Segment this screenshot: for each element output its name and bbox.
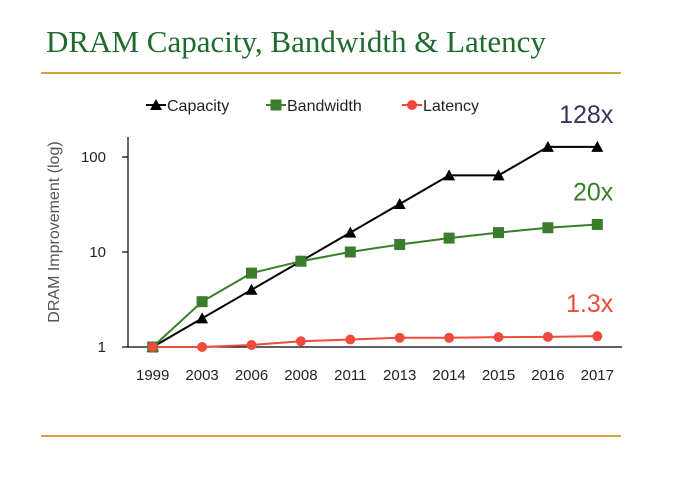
x-tick-label: 2003 bbox=[185, 367, 218, 384]
series-lines bbox=[146, 140, 604, 353]
x-tick-label: 2013 bbox=[383, 367, 416, 384]
legend-marker-latency bbox=[407, 100, 417, 110]
legend-label-latency: Latency bbox=[423, 98, 479, 115]
x-tick-label: 2011 bbox=[334, 367, 366, 384]
capacity-point bbox=[591, 140, 604, 152]
end-annotations: 128x 20x 1.3x bbox=[559, 101, 614, 318]
latency-point bbox=[444, 332, 455, 343]
latency-point bbox=[197, 342, 208, 352]
legend-label-capacity: Capacity bbox=[167, 98, 229, 115]
annotation-bandwidth: 20x bbox=[573, 178, 614, 206]
bandwidth-point bbox=[542, 222, 554, 234]
y-tick-label: 10 bbox=[89, 244, 106, 261]
capacity-point bbox=[541, 140, 554, 152]
legend-marker-capacity bbox=[150, 99, 162, 110]
bandwidth-point bbox=[394, 238, 406, 250]
annotation-latency: 1.3x bbox=[566, 290, 614, 318]
bandwidth-point bbox=[196, 296, 208, 308]
y-axis-label: DRAM Improvement (log) bbox=[46, 141, 63, 322]
bandwidth-point bbox=[493, 227, 504, 239]
x-tick-label: 2006 bbox=[235, 367, 268, 384]
bandwidth-point bbox=[246, 267, 257, 279]
x-tick-label: 2014 bbox=[432, 367, 465, 384]
legend-label-bandwidth: Bandwidth bbox=[287, 98, 362, 115]
latency-point bbox=[592, 331, 603, 342]
latency-point bbox=[147, 342, 158, 352]
latency-point bbox=[345, 334, 356, 345]
bandwidth-line bbox=[152, 223, 598, 348]
latency-point bbox=[394, 332, 405, 343]
capacity-point bbox=[393, 198, 406, 210]
latency-point bbox=[295, 336, 306, 347]
series-latency bbox=[147, 331, 603, 352]
title-divider bbox=[41, 72, 621, 74]
latency-point bbox=[493, 332, 504, 343]
bandwidth-point bbox=[295, 255, 307, 267]
x-tick-label: 2015 bbox=[482, 367, 515, 384]
latency-line bbox=[152, 335, 598, 348]
bandwidth-point bbox=[344, 246, 356, 258]
y-tick-label: 1 bbox=[98, 339, 106, 356]
series-capacity bbox=[146, 140, 604, 352]
x-tick-label: 2017 bbox=[581, 367, 614, 384]
legend: Capacity Bandwidth Latency bbox=[146, 98, 479, 115]
latency-point bbox=[542, 331, 553, 342]
capacity-point bbox=[196, 312, 209, 324]
x-tick-labels: 1999 2003 2006 2008 2011 2013 2014 2015 2016 2017 bbox=[136, 367, 614, 384]
annotation-capacity: 128x bbox=[559, 101, 614, 129]
y-tick-label: 100 bbox=[81, 149, 106, 166]
capacity-point bbox=[492, 169, 505, 181]
capacity-point bbox=[344, 226, 357, 238]
capacity-point bbox=[245, 283, 258, 295]
latency-point bbox=[246, 339, 257, 350]
x-tick-label: 2008 bbox=[284, 367, 317, 384]
capacity-line bbox=[152, 145, 598, 348]
bandwidth-point bbox=[443, 232, 455, 244]
y-tick-labels: 1 10 100 bbox=[81, 149, 128, 356]
series-bandwidth bbox=[147, 218, 603, 353]
bandwidth-point bbox=[591, 218, 603, 230]
capacity-point bbox=[443, 169, 456, 181]
slide-title: DRAM Capacity, Bandwidth & Latency bbox=[46, 24, 546, 59]
footer-divider bbox=[41, 435, 621, 437]
x-tick-label: 2016 bbox=[531, 367, 564, 384]
x-tick-label: 1999 bbox=[136, 367, 169, 384]
legend-marker-bandwidth bbox=[270, 99, 282, 111]
